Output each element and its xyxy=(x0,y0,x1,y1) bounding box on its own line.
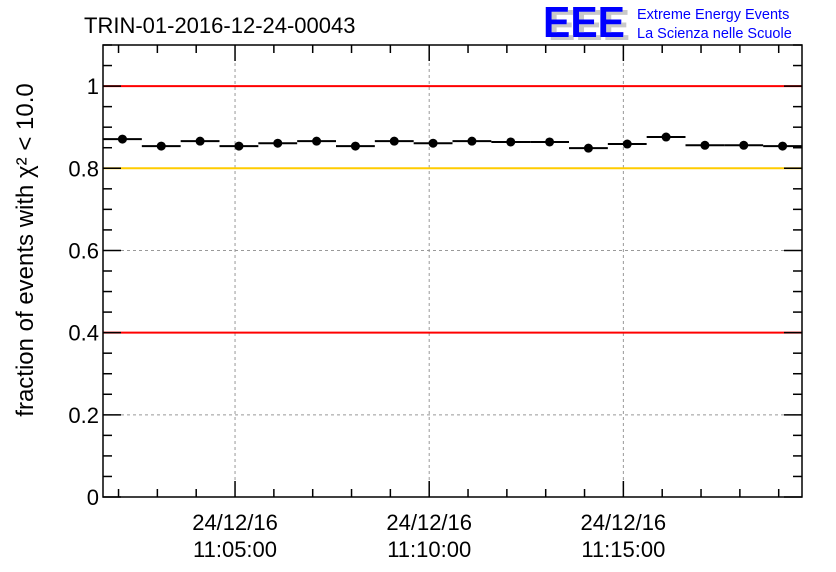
y-tick-label: 0.8 xyxy=(68,156,99,181)
y-tick-label: 0 xyxy=(87,485,99,510)
data-point xyxy=(350,141,360,151)
data-point xyxy=(467,136,477,146)
y-tick-label: 0.2 xyxy=(68,403,99,428)
data-point xyxy=(622,139,632,149)
x-tick-date: 24/12/16 xyxy=(192,510,278,535)
data-point xyxy=(545,137,555,147)
x-tick-time: 11:05:00 xyxy=(193,537,277,562)
data-point xyxy=(778,141,788,151)
logo-line1: Extreme Energy Events xyxy=(637,7,789,23)
eee-logo: EEE Extreme Energy Events La Scienza nel… xyxy=(543,0,792,47)
data-point xyxy=(273,138,283,148)
x-tick-date: 24/12/16 xyxy=(581,510,667,535)
data-point xyxy=(739,140,749,150)
chart-title: TRIN-01-2016-12-24-00043 xyxy=(84,13,356,38)
y-tick-label: 1 xyxy=(87,74,99,99)
data-point xyxy=(506,137,516,147)
y-tick-label: 0.6 xyxy=(68,238,99,263)
y-axis-label: fraction of events with χ² < 10.0 xyxy=(12,83,39,416)
y-tick-label: 0.4 xyxy=(68,321,99,346)
x-tick-time: 11:15:00 xyxy=(581,537,665,562)
data-point xyxy=(117,134,127,144)
data-point xyxy=(661,132,671,142)
data-point xyxy=(428,138,438,148)
x-tick-time: 11:10:00 xyxy=(387,537,471,562)
data-point xyxy=(312,136,322,146)
data-point xyxy=(389,136,399,146)
logo-mark: EEE xyxy=(543,0,625,47)
data-point xyxy=(583,143,593,153)
data-point xyxy=(700,140,710,150)
data-point xyxy=(234,141,244,151)
logo-line2: La Scienza nelle Scuole xyxy=(637,26,792,42)
data-point xyxy=(195,136,205,146)
x-tick-date: 24/12/16 xyxy=(386,510,472,535)
plot-frame xyxy=(102,44,803,498)
data-point xyxy=(156,141,166,151)
